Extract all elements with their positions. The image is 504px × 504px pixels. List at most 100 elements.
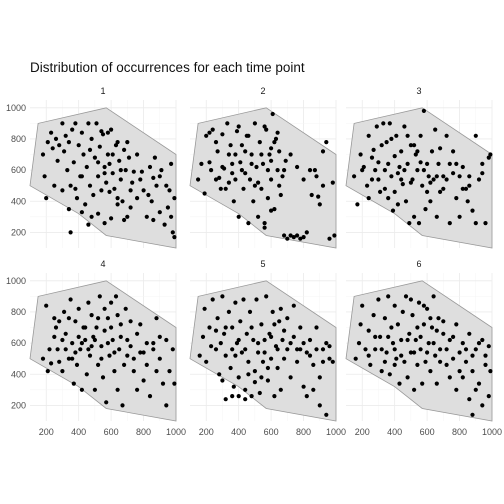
data-point (382, 186, 387, 191)
data-point (135, 152, 140, 157)
data-point (115, 202, 120, 207)
data-point (376, 177, 381, 182)
data-point (94, 325, 99, 330)
data-point (463, 347, 469, 352)
y-tick-label: 400 (11, 196, 26, 206)
data-point (270, 111, 275, 117)
data-point (368, 362, 373, 367)
data-point (141, 188, 146, 193)
data-point (102, 306, 107, 311)
data-point (486, 155, 491, 160)
data-point (230, 161, 235, 166)
data-point (209, 344, 214, 349)
data-point (157, 356, 162, 361)
data-point (76, 306, 81, 311)
data-point (239, 168, 244, 173)
data-point (220, 164, 225, 170)
data-point (154, 316, 159, 321)
data-point (451, 356, 456, 361)
data-point (218, 341, 223, 346)
data-point (301, 341, 306, 346)
data-point (260, 359, 266, 364)
data-point (207, 130, 212, 135)
data-point (83, 337, 88, 343)
data-point (167, 369, 172, 374)
data-point (49, 130, 54, 135)
data-point (125, 140, 130, 145)
data-point (118, 322, 123, 327)
facet-panel-1: 1 200 400 600 800 1000 (6, 86, 177, 249)
data-point (60, 369, 65, 374)
data-point (99, 356, 104, 361)
data-point (226, 309, 231, 314)
data-point (107, 161, 112, 166)
data-point (97, 144, 102, 149)
data-point (243, 387, 248, 392)
data-point (285, 316, 290, 321)
data-point (236, 375, 241, 380)
data-point (65, 168, 70, 173)
data-point (256, 350, 261, 355)
data-point (259, 375, 264, 380)
facet-label: 2 (260, 86, 265, 96)
data-point (423, 207, 428, 212)
data-point (265, 378, 270, 383)
data-point (218, 186, 223, 191)
data-point (243, 171, 248, 176)
chart-title: Distribution of occurrences for each tim… (30, 60, 305, 75)
data-point (231, 384, 236, 389)
data-point (418, 133, 423, 138)
data-point (486, 394, 491, 399)
data-point (228, 143, 233, 148)
data-point (277, 319, 282, 324)
data-point (243, 149, 248, 154)
data-point (378, 189, 383, 194)
data-point (169, 161, 174, 166)
data-point (117, 158, 122, 163)
data-point (196, 177, 201, 182)
data-point (144, 341, 149, 346)
data-point (107, 189, 112, 194)
facet-label: 5 (260, 259, 265, 269)
data-point (96, 211, 101, 216)
data-point (465, 199, 470, 204)
x-tick-label: 400 (71, 427, 86, 437)
data-point (112, 186, 117, 191)
data-point (330, 359, 335, 364)
data-point (457, 214, 462, 219)
data-point (96, 362, 101, 367)
data-point (107, 353, 112, 358)
polygon-region (189, 280, 337, 422)
data-point (282, 233, 287, 238)
data-point (402, 124, 407, 129)
polygon-region (345, 280, 493, 422)
data-point (311, 387, 316, 392)
data-point (60, 121, 65, 126)
data-point (100, 132, 106, 137)
data-point (243, 347, 248, 352)
data-point (324, 140, 329, 145)
data-point (125, 353, 130, 358)
data-point (433, 353, 438, 358)
data-point (154, 369, 159, 374)
data-point (213, 347, 219, 352)
data-point (395, 171, 400, 176)
data-point (399, 177, 404, 182)
data-point (254, 164, 259, 170)
data-point (327, 344, 332, 349)
data-point (269, 177, 274, 182)
data-point (223, 353, 228, 358)
data-point (327, 356, 332, 361)
data-point (209, 168, 214, 173)
data-point (164, 403, 169, 408)
data-point (483, 221, 488, 226)
data-point (275, 130, 280, 135)
data-point (265, 365, 270, 371)
data-point (405, 375, 410, 380)
data-point (223, 397, 228, 402)
data-point (418, 347, 423, 352)
data-point (238, 319, 243, 324)
data-point (428, 316, 433, 321)
x-tick-label: 1000 (166, 427, 186, 437)
data-point (324, 412, 329, 417)
